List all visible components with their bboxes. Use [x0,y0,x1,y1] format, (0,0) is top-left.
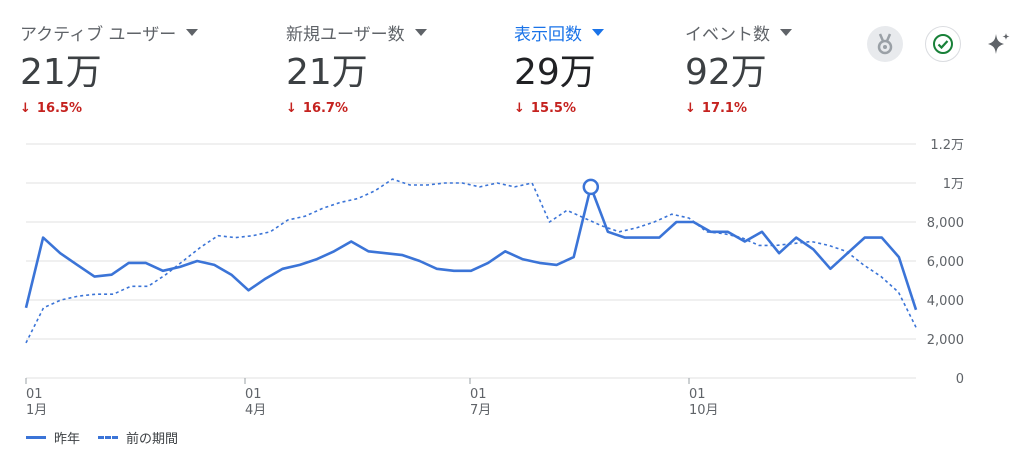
chevron-down-icon[interactable] [186,29,199,36]
metric-delta: ↓ 16.7% [286,101,427,116]
x-tick-month: 10月 [689,403,719,418]
x-tick-day: 01 [470,387,487,402]
chart-series [24,178,918,344]
y-tick-label: 6,000 [927,255,964,270]
sparkle-icon [988,33,1010,54]
x-tick-month: 1月 [26,403,47,418]
x-tick-day: 01 [26,387,43,402]
metric-label[interactable]: 新規ユーザー数 [286,20,427,45]
arrow-down-icon: ↓ [286,101,297,116]
x-tick-month: 4月 [245,403,266,418]
metric-label[interactable]: アクティブ ユーザー [20,20,199,45]
metric-delta: ↓ 16.5% [20,101,198,116]
metric-label-text: 表示回数 [514,25,582,45]
medal-icon [877,33,893,55]
y-tick-label: 8,000 [927,216,964,231]
metric-value: 21万 [20,52,102,93]
status-check-button[interactable] [925,26,961,62]
metric-value: 21万 [286,52,368,93]
x-tick-day: 01 [245,387,262,402]
y-tick-label: 1万 [943,177,964,192]
chart-grid [26,143,916,379]
y-tick-label: 1.2万 [930,138,964,153]
metric-delta: ↓ 17.1% [685,101,792,116]
legend-item-previous-period[interactable]: 前の期間 [98,428,178,447]
metric-cards: アクティブ ユーザー 21万 ↓ 16.5% 新規ユーザー数 21万 ↓ 16.… [0,0,860,130]
y-axis-ticks: 0 2,000 4,000 6,000 8,000 1万 1.2万 [927,138,964,387]
metric-label-text: 新規ユーザー数 [286,25,405,45]
legend-item-last-year[interactable]: 昨年 [26,428,80,447]
metric-delta-text: 17.1% [701,101,748,116]
metric-events[interactable]: イベント数 92万 ↓ 17.1% [685,20,792,116]
legend-swatch-solid [26,436,46,439]
metric-delta-text: 16.5% [36,101,83,116]
arrow-down-icon: ↓ [20,101,31,116]
sparkle-button[interactable] [981,26,1017,62]
metric-new-users[interactable]: 新規ユーザー数 21万 ↓ 16.7% [286,20,427,116]
y-tick-label: 2,000 [927,333,964,348]
legend-swatch-dashed [98,436,119,439]
metric-label[interactable]: イベント数 [685,20,792,45]
metric-label[interactable]: 表示回数 [514,20,604,45]
metric-value: 92万 [685,52,767,93]
metric-delta-text: 15.5% [530,101,577,116]
series-line-last-year [24,185,918,311]
x-tick-day: 01 [689,387,706,402]
y-tick-label: 4,000 [927,294,964,309]
legend-label: 前の期間 [126,432,179,447]
chart-legend: 昨年 前の期間 [26,428,196,447]
metric-views[interactable]: 表示回数 29万 ↓ 15.5% [514,20,604,116]
metric-delta-text: 16.7% [302,101,349,116]
chevron-down-icon[interactable] [592,29,604,36]
metric-label-text: アクティブ ユーザー [20,25,177,45]
chevron-down-icon[interactable] [780,29,792,36]
metric-value: 29万 [514,52,596,93]
metric-label-text: イベント数 [685,25,770,45]
x-tick-month: 7月 [470,403,491,418]
arrow-down-icon: ↓ [514,101,525,116]
metric-active-users[interactable]: アクティブ ユーザー 21万 ↓ 16.5% [20,20,199,116]
check-circle-icon [933,34,953,54]
arrow-down-icon: ↓ [685,101,696,116]
metric-delta: ↓ 15.5% [514,101,604,116]
legend-label: 昨年 [54,432,81,447]
insights-button[interactable] [867,26,903,62]
highlight-point[interactable] [582,178,600,196]
chevron-down-icon[interactable] [414,29,427,36]
y-tick-label: 0 [956,372,964,387]
